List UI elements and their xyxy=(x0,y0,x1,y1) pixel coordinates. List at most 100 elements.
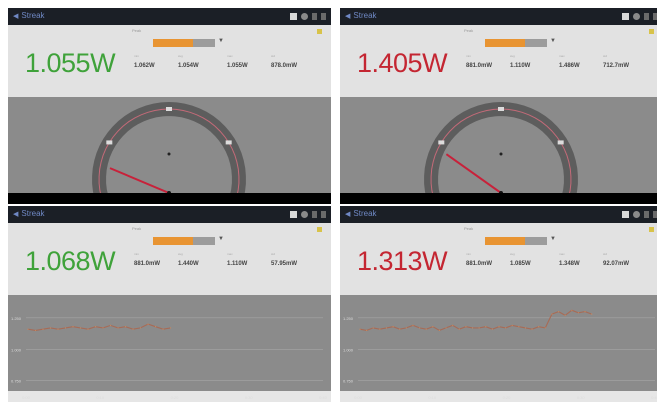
gauge xyxy=(92,101,246,193)
range-selector[interactable] xyxy=(153,39,215,47)
range-selector[interactable] xyxy=(485,39,547,47)
y-tick-label: 1.250 xyxy=(11,316,22,321)
stat-value: 1.110W xyxy=(227,261,248,267)
gauge-needle-tip xyxy=(499,191,503,193)
x-tick-label: 0:30 xyxy=(577,395,586,400)
back-button[interactable]: ◀ Streak xyxy=(345,209,377,218)
power-point xyxy=(379,328,381,330)
stat-label: min xyxy=(134,54,139,58)
stat-label: avg xyxy=(178,54,183,58)
power-point xyxy=(139,327,142,329)
stat-value: 712.7mW xyxy=(603,63,630,69)
range-selector[interactable] xyxy=(153,237,215,245)
power-point xyxy=(117,327,119,329)
power-point xyxy=(94,326,97,328)
power-point xyxy=(162,328,164,330)
range-selector[interactable] xyxy=(485,237,547,245)
square-icon xyxy=(622,211,629,218)
readout-area: Peak ▼ 1.068W min avg max std 881.0mW 1.… xyxy=(8,223,331,295)
corner-indicator-icon xyxy=(649,29,654,34)
power-point xyxy=(538,326,540,328)
square-icon xyxy=(290,13,297,20)
gauge-view xyxy=(340,97,657,193)
app-title: Streak xyxy=(353,209,377,218)
power-point xyxy=(385,327,388,329)
readout-area: Peak ▼ 1.313W min avg max std 881.0mW 1.… xyxy=(340,223,657,295)
chevron-down-icon[interactable]: ▼ xyxy=(218,236,224,242)
gauge-tick xyxy=(166,107,172,111)
stat-value: 1.110W xyxy=(510,63,531,69)
share-icon[interactable] xyxy=(312,13,317,20)
share-icon[interactable] xyxy=(644,13,649,20)
power-point xyxy=(399,328,401,330)
power-graph: 1.250 1.000 0.750 0:00 0:10 0:20 0:30 0:40 xyxy=(343,309,657,400)
corner-indicator-icon xyxy=(317,29,322,34)
more-icon[interactable] xyxy=(321,13,326,20)
back-button[interactable]: ◀ Streak xyxy=(345,11,377,20)
settings-icon[interactable] xyxy=(301,13,308,20)
stat-label: max xyxy=(227,54,233,58)
chevron-down-icon[interactable]: ▼ xyxy=(550,236,556,242)
chevron-down-icon[interactable]: ▼ xyxy=(218,38,224,44)
power-point xyxy=(498,326,500,328)
back-arrow-icon: ◀ xyxy=(345,13,351,20)
more-icon[interactable] xyxy=(321,211,326,218)
screenshot-gauge-red: ◀ Streak Peak ▼ 1.405W min avg max std 88… xyxy=(340,8,657,204)
power-value: 1.055W xyxy=(25,48,116,78)
power-point xyxy=(432,326,434,328)
stat-label: min xyxy=(134,252,139,256)
gauge-needle-tip xyxy=(167,191,171,193)
gauge-tick xyxy=(106,140,113,145)
stat-value: 1.348W xyxy=(559,261,580,267)
share-icon[interactable] xyxy=(644,211,649,218)
gauge-center xyxy=(499,152,503,156)
graph-view: 1.250 1.000 0.750 0:00 0:10 0:20 0:30 0:40 xyxy=(340,295,657,400)
power-point xyxy=(124,326,127,328)
power-point xyxy=(425,328,427,330)
y-tick-label: 0.750 xyxy=(11,379,22,384)
x-tick-label: 0:40 xyxy=(651,395,657,400)
settings-icon[interactable] xyxy=(633,211,640,218)
x-tick-label: 0:20 xyxy=(171,395,180,400)
power-point xyxy=(518,326,520,328)
back-button[interactable]: ◀ Streak xyxy=(13,209,45,218)
gauge-center xyxy=(167,152,171,156)
power-value: 1.405W xyxy=(357,48,448,78)
power-point xyxy=(471,327,474,329)
y-tick-label: 0.750 xyxy=(343,379,354,384)
selector-label: Peak xyxy=(464,226,474,231)
more-icon[interactable] xyxy=(653,211,657,218)
screenshot-graph-green: ◀ Streak Peak ▼ 1.068W min avg max std 88… xyxy=(8,206,331,402)
power-point xyxy=(169,327,172,329)
selector-fill xyxy=(153,39,194,47)
power-point xyxy=(366,329,368,332)
back-button[interactable]: ◀ Streak xyxy=(13,11,45,20)
power-series-line xyxy=(359,309,592,332)
gauge-tick xyxy=(438,140,445,145)
stat-value: 1.055W xyxy=(227,63,248,69)
share-icon[interactable] xyxy=(312,211,317,218)
app-bar: ◀ Streak xyxy=(8,206,331,223)
power-point xyxy=(557,310,560,313)
stat-label: max xyxy=(227,252,233,256)
power-point xyxy=(412,324,414,326)
back-arrow-icon: ◀ xyxy=(13,211,19,218)
gauge-tick xyxy=(557,140,564,145)
stat-value: 881.0mW xyxy=(466,63,493,69)
settings-icon[interactable] xyxy=(633,13,640,20)
chevron-down-icon[interactable]: ▼ xyxy=(550,38,556,44)
more-icon[interactable] xyxy=(653,13,657,20)
power-point xyxy=(87,328,89,330)
power-point xyxy=(372,327,374,329)
y-tick-label: 1.250 xyxy=(343,316,354,321)
stat-label: avg xyxy=(178,252,183,256)
power-value: 1.313W xyxy=(357,246,448,276)
stat-value: 1.440W xyxy=(178,261,199,267)
power-series-line xyxy=(27,323,171,331)
power-point xyxy=(132,328,134,330)
power-point xyxy=(458,328,460,330)
settings-icon[interactable] xyxy=(301,211,308,218)
power-point xyxy=(438,329,441,332)
x-tick-label: 0:20 xyxy=(503,395,512,400)
gauge-needle xyxy=(109,167,170,193)
